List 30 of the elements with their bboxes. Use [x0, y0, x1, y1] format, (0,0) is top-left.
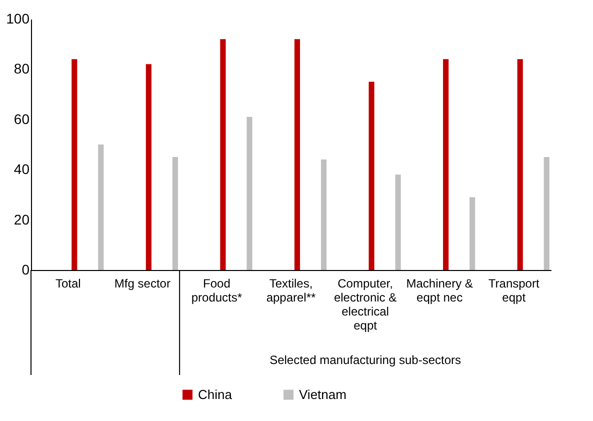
bar — [320, 160, 327, 270]
y-tick-label: 0 — [22, 262, 30, 278]
x-tick-label: Machinery & eqpt nec — [406, 276, 473, 304]
x-tick-label: Total — [55, 276, 81, 290]
text: Selected manufacturing sub-sectors — [270, 353, 462, 367]
bar — [517, 59, 523, 270]
bar — [72, 59, 78, 270]
bar — [470, 197, 476, 270]
x-tick-label: Mfg sector — [114, 276, 170, 290]
bar — [395, 174, 401, 270]
bar — [368, 82, 374, 270]
y-tick-label: 20 — [14, 211, 30, 228]
y-tick-label: 40 — [14, 161, 30, 178]
x-tick-label: Food products* — [191, 276, 242, 304]
bar — [98, 144, 104, 270]
bar — [220, 39, 226, 270]
x-tick-label: Transport eqpt — [488, 276, 540, 304]
bar — [544, 157, 550, 270]
y-tick-label: 80 — [14, 60, 30, 77]
bar — [146, 64, 152, 270]
bar — [443, 59, 449, 270]
legend-label: China — [198, 386, 233, 402]
bar — [246, 116, 252, 270]
bar — [172, 157, 178, 270]
y-tick-label: 60 — [14, 110, 30, 127]
legend-label: Vietnam — [299, 386, 346, 402]
bar — [294, 39, 300, 270]
x-tick-label: Computer, electronic & electrical eqpt — [334, 276, 397, 332]
x-tick-label: Textiles, apparel** — [266, 276, 316, 304]
y-tick-label: 100 — [6, 10, 30, 26]
